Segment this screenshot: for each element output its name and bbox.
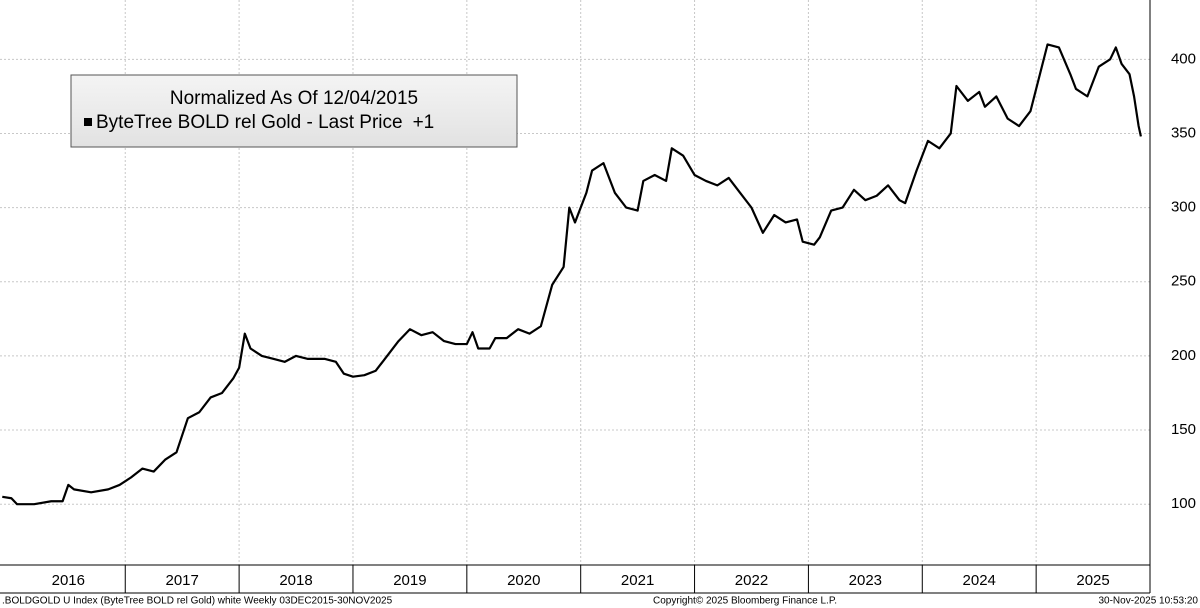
x-tick-label: 2018 [279, 572, 312, 589]
plot [2, 43, 1142, 506]
x-tick-label: 2021 [621, 572, 654, 589]
legend-label: ByteTree BOLD rel Gold - Last Price [96, 112, 403, 133]
footer-center: Copyright© 2025 Bloomberg Finance L.P. [653, 596, 837, 607]
x-tick-label: 2016 [52, 572, 85, 589]
legend: Normalized As Of 12/04/2015 ByteTree BOL… [70, 74, 518, 148]
x-tick-label: 2023 [849, 572, 882, 589]
x-tick-label: 2022 [735, 572, 768, 589]
x-tick-label: 2019 [393, 572, 426, 589]
x-tick-label: 2024 [963, 572, 996, 589]
legend-title: Normalized As Of 12/04/2015 [170, 88, 418, 109]
y-tick-label: 250 [1171, 273, 1196, 290]
x-tick-label: 2020 [507, 572, 540, 589]
y-tick-label: 400 [1171, 50, 1196, 67]
line-series [2, 43, 1142, 506]
legend-suffix: +1 [413, 112, 435, 133]
y-tick-label: 300 [1171, 199, 1196, 216]
y-tick-label: 350 [1171, 124, 1196, 141]
footer-left: .BOLDGOLD U Index (ByteTree BOLD rel Gol… [2, 596, 393, 607]
x-tick-label: 2017 [165, 572, 198, 589]
x-tick-label: 2025 [1076, 572, 1109, 589]
legend-swatch [84, 118, 92, 126]
y-tick-label: 100 [1171, 495, 1196, 512]
footer-right: 30-Nov-2025 10:53:20 [1098, 596, 1198, 607]
legend-box [70, 74, 518, 148]
y-tick-label: 150 [1171, 421, 1196, 438]
y-tick-label: 200 [1171, 347, 1196, 364]
